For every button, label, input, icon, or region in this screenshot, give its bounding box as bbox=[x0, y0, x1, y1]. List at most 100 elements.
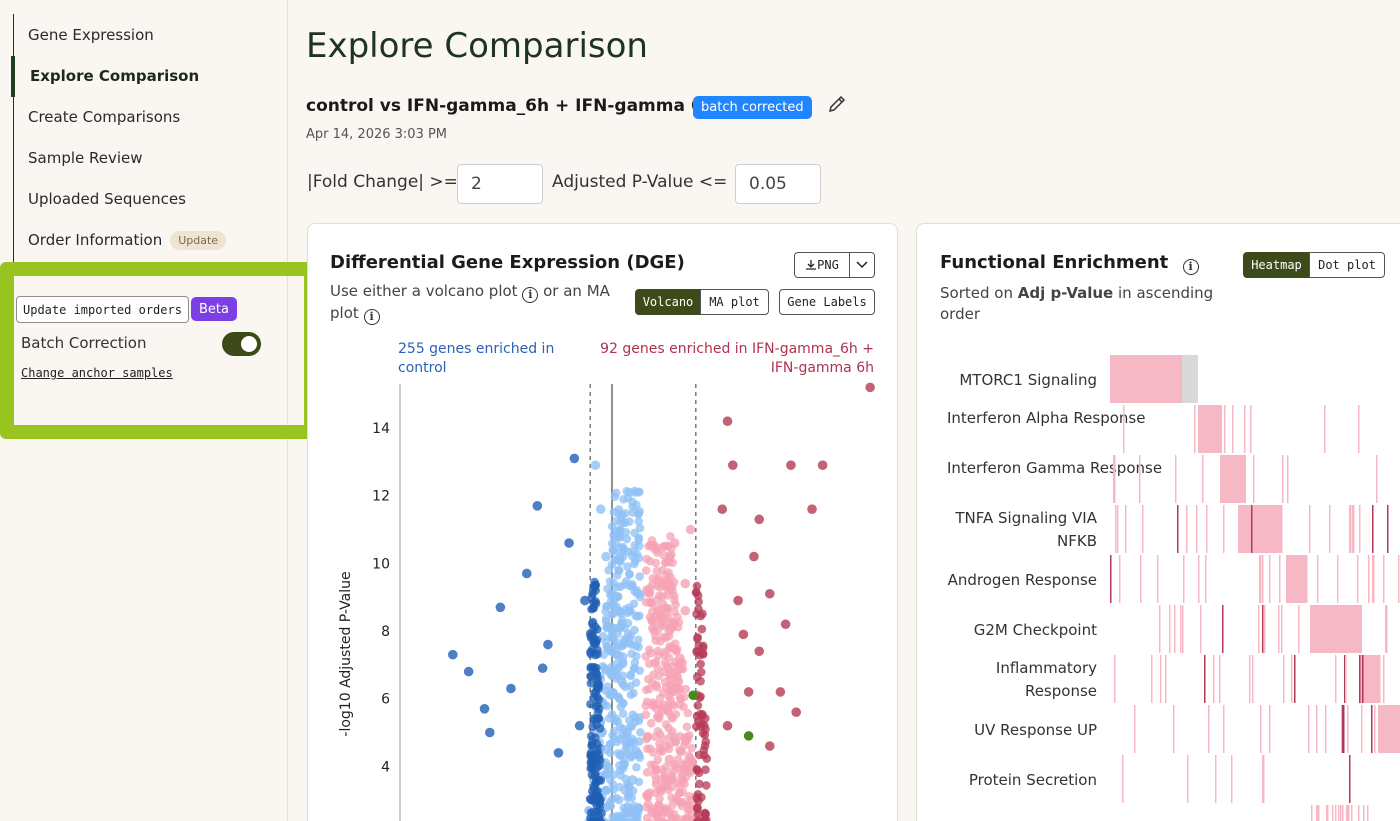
heatmap-gene-line bbox=[1182, 605, 1184, 653]
info-icon[interactable]: i bbox=[363, 309, 380, 325]
gene-point[interactable] bbox=[664, 626, 675, 636]
y-axis-label: -log10 Adjusted P-Value bbox=[338, 571, 354, 736]
gene-point[interactable] bbox=[580, 595, 590, 606]
gene-point[interactable] bbox=[574, 720, 585, 731]
background-gene-point bbox=[694, 597, 703, 607]
gene-point[interactable] bbox=[865, 382, 875, 393]
heatmap-gene-line bbox=[1177, 505, 1179, 553]
gene-point[interactable] bbox=[590, 460, 601, 471]
gene-point[interactable] bbox=[764, 741, 775, 751]
heatmap-gene-line bbox=[1115, 505, 1117, 553]
batch-correction-toggle[interactable] bbox=[222, 332, 261, 356]
download-options-dropdown[interactable] bbox=[849, 252, 875, 278]
y-tick-label: 12 bbox=[372, 489, 390, 505]
gene-point[interactable] bbox=[622, 727, 632, 738]
info-icon[interactable]: i bbox=[522, 287, 539, 303]
gene-point[interactable] bbox=[564, 538, 574, 548]
gene-point[interactable] bbox=[659, 781, 669, 792]
gene-point[interactable] bbox=[680, 578, 691, 589]
gene-point[interactable] bbox=[532, 501, 543, 511]
gene-point[interactable] bbox=[606, 622, 617, 633]
gene-point[interactable] bbox=[722, 416, 733, 427]
gene-point[interactable] bbox=[485, 727, 495, 738]
gene-point[interactable] bbox=[617, 676, 627, 687]
sidebar-item-order-information[interactable]: Order Information Update bbox=[28, 231, 227, 250]
tab-heatmap[interactable]: Heatmap bbox=[1243, 252, 1310, 278]
background-gene-point bbox=[620, 580, 630, 590]
gene-point[interactable] bbox=[537, 663, 548, 674]
download-png-button[interactable]: PNG bbox=[794, 252, 850, 278]
gene-point[interactable] bbox=[601, 551, 611, 562]
highlighted-gene-point[interactable] bbox=[743, 731, 754, 741]
gene-point[interactable] bbox=[659, 666, 669, 677]
gene-point[interactable] bbox=[685, 524, 696, 535]
gene-point[interactable] bbox=[754, 514, 765, 525]
sidebar-item-explore-comparison[interactable]: Explore Comparison bbox=[30, 67, 200, 85]
gene-point[interactable] bbox=[611, 592, 622, 602]
gene-point[interactable] bbox=[521, 568, 532, 579]
gene-point[interactable] bbox=[543, 639, 553, 650]
heatmap-gene-line bbox=[1264, 605, 1266, 653]
gene-point[interactable] bbox=[807, 504, 817, 514]
heatmap-gene-line bbox=[1140, 555, 1142, 603]
gene-point[interactable] bbox=[595, 504, 606, 514]
sidebar-item-uploaded-sequences[interactable]: Uploaded Sequences bbox=[28, 190, 186, 208]
heatmap-gene-line bbox=[1337, 555, 1339, 603]
gene-point[interactable] bbox=[553, 747, 564, 758]
background-gene-point bbox=[658, 810, 667, 820]
gene-point[interactable] bbox=[733, 595, 743, 606]
gene-point[interactable] bbox=[764, 588, 775, 599]
gene-point[interactable] bbox=[780, 619, 791, 630]
gene-point[interactable] bbox=[479, 704, 490, 714]
gene-point[interactable] bbox=[669, 538, 680, 548]
gene-point[interactable] bbox=[601, 744, 611, 755]
gene-point[interactable] bbox=[654, 710, 664, 721]
change-anchor-samples-link[interactable]: Change anchor samples bbox=[21, 366, 173, 380]
background-gene-point bbox=[642, 685, 651, 695]
gene-point[interactable] bbox=[664, 754, 675, 765]
gene-point[interactable] bbox=[717, 504, 728, 514]
pvalue-input[interactable]: 0.05 bbox=[735, 164, 821, 204]
gene-point[interactable] bbox=[506, 683, 516, 694]
gene-point[interactable] bbox=[738, 629, 749, 640]
heatmap-gene-line bbox=[1335, 655, 1337, 703]
gene-point[interactable] bbox=[786, 460, 796, 471]
background-gene-point bbox=[586, 671, 595, 681]
background-gene-point bbox=[697, 711, 707, 720]
gene-point[interactable] bbox=[728, 460, 738, 471]
fold-change-input[interactable]: 2 bbox=[457, 164, 543, 204]
heatmap-gene-line bbox=[1274, 505, 1276, 553]
gene-point[interactable] bbox=[463, 666, 474, 677]
gene-point[interactable] bbox=[606, 646, 617, 657]
sidebar-item-create-comparisons[interactable]: Create Comparisons bbox=[28, 108, 181, 126]
gene-point[interactable] bbox=[722, 720, 733, 731]
gene-point[interactable] bbox=[448, 649, 458, 660]
gene-labels-button[interactable]: Gene Labels bbox=[779, 289, 875, 315]
heatmap-gene-line bbox=[1169, 605, 1171, 653]
gene-point[interactable] bbox=[791, 707, 801, 717]
background-gene-point bbox=[677, 746, 687, 756]
gene-point[interactable] bbox=[675, 653, 685, 663]
highlighted-gene-point[interactable] bbox=[688, 690, 698, 701]
tab-ma-plot[interactable]: MA plot bbox=[700, 289, 769, 315]
gene-point[interactable] bbox=[749, 551, 759, 562]
background-gene-point bbox=[656, 747, 665, 757]
background-gene-point bbox=[623, 562, 632, 571]
background-gene-point bbox=[633, 748, 643, 758]
gene-point[interactable] bbox=[754, 646, 765, 657]
update-imported-orders-button[interactable]: Update imported orders bbox=[16, 296, 189, 323]
edit-pencil-icon[interactable] bbox=[826, 93, 848, 115]
gene-point[interactable] bbox=[817, 460, 828, 471]
gene-point[interactable] bbox=[775, 687, 786, 697]
info-icon[interactable]: i bbox=[1182, 259, 1199, 275]
sidebar-item-sample-review[interactable]: Sample Review bbox=[28, 149, 143, 167]
tab-dot-plot[interactable]: Dot plot bbox=[1309, 252, 1385, 278]
sidebar-item-gene-expression[interactable]: Gene Expression bbox=[28, 26, 154, 44]
background-gene-point bbox=[670, 607, 679, 617]
gene-point[interactable] bbox=[627, 775, 638, 785]
tab-volcano[interactable]: Volcano bbox=[635, 289, 701, 315]
gene-point[interactable] bbox=[743, 687, 754, 697]
gene-point[interactable] bbox=[569, 453, 580, 464]
gene-point[interactable] bbox=[495, 602, 506, 613]
gene-point[interactable] bbox=[680, 605, 691, 616]
